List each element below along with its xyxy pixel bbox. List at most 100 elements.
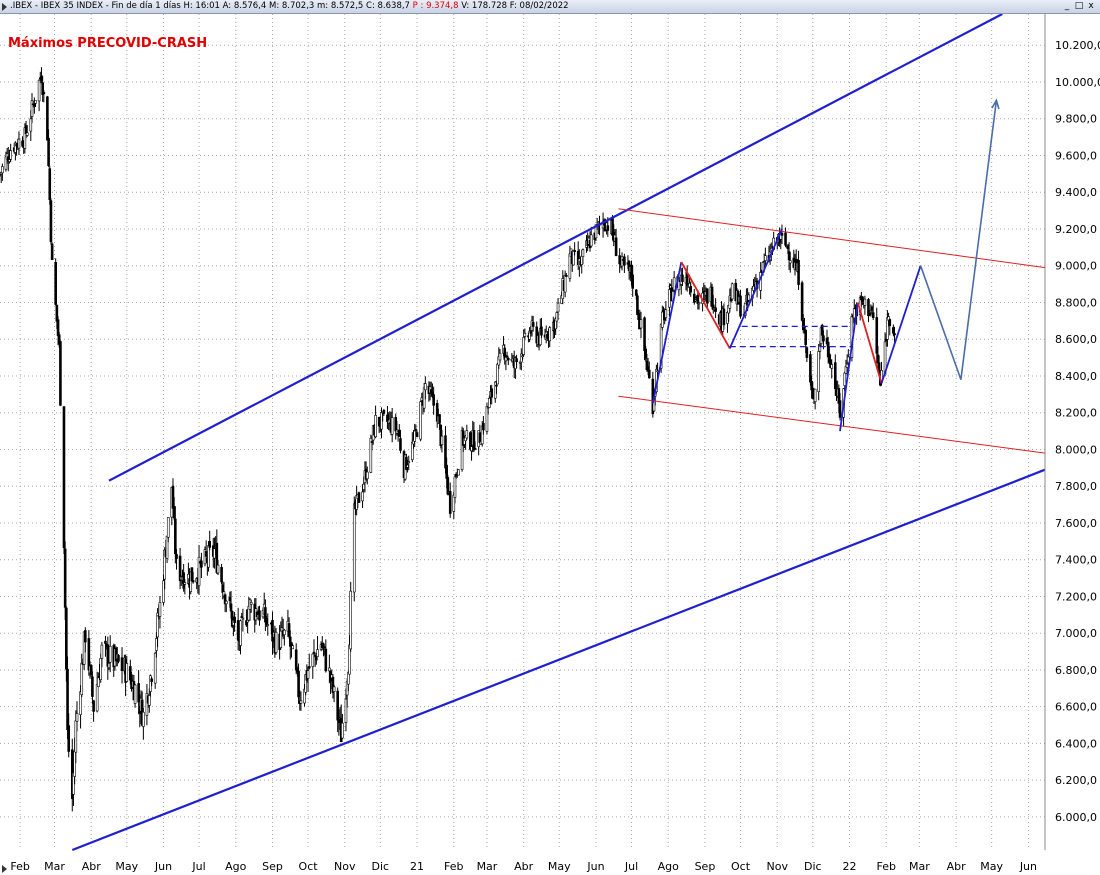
candle-body — [867, 299, 870, 317]
candle-body — [697, 302, 701, 305]
candle-body — [332, 686, 336, 692]
maximize-button[interactable]: □ — [1074, 1, 1084, 11]
candle-body — [414, 429, 418, 431]
candle-body — [563, 274, 567, 293]
candle-body — [258, 610, 261, 621]
candle-body — [656, 370, 659, 373]
candle-body — [42, 92, 46, 95]
candle-body — [672, 277, 676, 291]
y-tick-label: 6.400,0 — [1055, 737, 1097, 750]
y-tick-label: 7.800,0 — [1055, 480, 1097, 493]
candle-body — [204, 551, 208, 557]
candle-body — [797, 259, 800, 285]
candle-body — [548, 327, 552, 342]
minimize-button[interactable]: _ — [1064, 1, 1070, 11]
candle-body — [382, 410, 386, 414]
y-tick-label: 8.200,0 — [1055, 407, 1097, 420]
candle-body — [30, 100, 34, 117]
y-tick-label: 8.000,0 — [1055, 443, 1097, 456]
scroll-left-icon[interactable] — [2, 865, 7, 873]
candle-body — [424, 383, 427, 391]
candle-body — [694, 299, 697, 302]
candle-body — [249, 602, 253, 605]
trend-lines — [71, 14, 1046, 852]
x-tick-label: Nov — [334, 860, 356, 873]
candle-body — [241, 617, 245, 620]
x-tick-label: Feb — [10, 860, 29, 873]
candle-body — [485, 406, 489, 432]
y-tick-label: 9.600,0 — [1055, 149, 1097, 162]
x-tick-label: Abr — [82, 860, 102, 873]
candle-body — [297, 670, 300, 698]
x-tick-label: Jun — [1019, 860, 1037, 873]
candle-body — [331, 676, 335, 693]
candle-body — [784, 232, 787, 246]
candle-body — [311, 653, 315, 667]
projection-arrowhead — [991, 98, 1000, 110]
candle-body — [158, 602, 162, 617]
candle-body — [100, 644, 104, 659]
x-tick-label: Ago — [225, 860, 247, 873]
candle-body — [764, 255, 767, 261]
upper-channel-line — [108, 14, 1003, 482]
candle-body — [623, 256, 626, 266]
candle-body — [556, 302, 560, 313]
x-tick-label: Nov — [766, 860, 788, 873]
menu-arrow-icon[interactable] — [2, 3, 7, 11]
candle-body — [9, 150, 12, 160]
price-series — [0, 67, 896, 812]
candle-body — [788, 260, 792, 264]
x-tick-label: Mar — [909, 860, 930, 873]
y-tick-label: 7.600,0 — [1055, 517, 1097, 530]
candle-body — [307, 666, 311, 669]
candle-body — [324, 648, 328, 672]
candle-body — [573, 250, 576, 253]
candle-body — [465, 430, 469, 439]
candle-body — [97, 677, 100, 688]
x-tick-label: Feb — [876, 860, 895, 873]
candle-body — [1, 166, 4, 174]
candle-body — [453, 476, 457, 498]
candle-body — [432, 394, 435, 406]
red-leg — [680, 261, 731, 349]
candle-body — [490, 388, 493, 398]
x-tick-label: Sep — [695, 860, 716, 873]
quote-info-p: P : 9.374,8 — [412, 1, 459, 11]
candle-body — [216, 564, 220, 574]
candle-body — [647, 369, 651, 379]
red-leg — [856, 302, 883, 384]
candle-body — [589, 234, 593, 247]
blue-leg — [880, 265, 922, 384]
candle-body — [178, 555, 182, 582]
x-tick-label: Abr — [947, 860, 967, 873]
x-tick-label: 21 — [410, 860, 424, 873]
candle-body — [822, 335, 825, 342]
candle-body — [369, 438, 373, 473]
y-axis: 6.000,0 6.200,0 6.400,0 6.600,0 6.800,0 7.000… — [1044, 14, 1100, 850]
candle-body — [365, 471, 369, 480]
candle-body — [229, 603, 233, 612]
candle-body — [644, 348, 648, 359]
candle-body — [347, 672, 350, 685]
y-tick-label: 7.200,0 — [1055, 590, 1097, 603]
candle-body — [495, 384, 498, 387]
candle-body — [446, 477, 450, 495]
x-tick-label: May — [115, 860, 138, 873]
close-button[interactable]: x — [1088, 1, 1094, 11]
candle-body — [306, 670, 310, 679]
candle-body — [618, 255, 621, 265]
candle-body — [631, 274, 634, 289]
candle-body — [739, 295, 742, 317]
candle-body — [312, 651, 316, 654]
y-tick-label: 6.600,0 — [1055, 701, 1097, 714]
projection — [919, 100, 998, 380]
price-chart[interactable]: 6.000,0 6.200,0 6.400,0 6.600,0 6.800,0 7.000… — [0, 14, 1100, 875]
candle-body — [166, 517, 170, 538]
candle-body — [48, 168, 52, 200]
y-tick-label: 6.000,0 — [1055, 811, 1097, 824]
quote-info-main: .IBEX - IBEX 35 INDEX - Fin de día 1 día… — [10, 1, 410, 11]
x-tick-label: Ago — [658, 860, 680, 873]
x-tick-label: May — [980, 860, 1003, 873]
candle-body — [291, 645, 294, 650]
candle-body — [288, 636, 292, 647]
